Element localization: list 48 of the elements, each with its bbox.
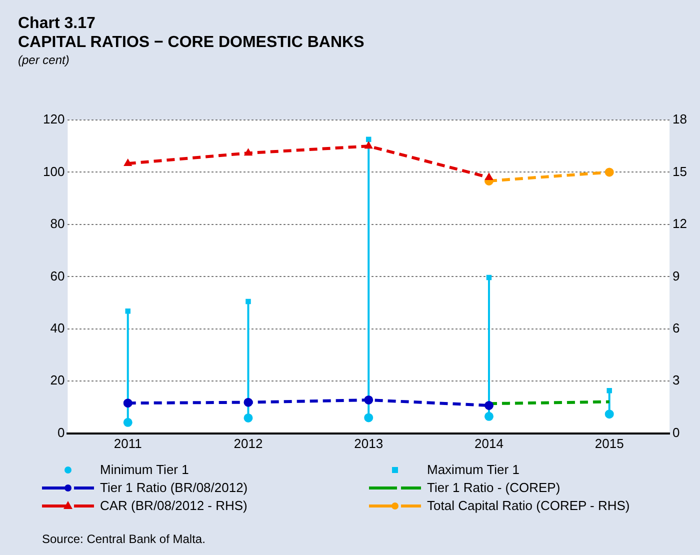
point xyxy=(485,172,493,180)
point xyxy=(364,142,373,149)
y-tick-label: 120 xyxy=(42,112,65,127)
x-tick-label: 2012 xyxy=(234,436,263,451)
y2-tick-label: 9 xyxy=(672,268,680,284)
y-tick-label: 100 xyxy=(42,164,65,179)
x-tick-label: 2013 xyxy=(354,436,384,451)
y2-tick-label: 12 xyxy=(672,216,688,232)
chart-title: Chart 3.17 xyxy=(18,14,96,33)
chart-subtitle: CAPITAL RATIOS − CORE DOMESTIC BANKS xyxy=(18,33,364,52)
y2-tick-label: 18 xyxy=(672,112,688,127)
legend-label: Total Capital Ratio (COREP - RHS) xyxy=(427,498,630,513)
point xyxy=(244,398,253,407)
point xyxy=(124,159,132,166)
y2-tick-label: 0 xyxy=(672,424,680,440)
x-tick-label: 2015 xyxy=(594,436,624,451)
y-tick-label: 60 xyxy=(50,268,65,284)
point xyxy=(364,395,374,404)
point xyxy=(123,398,132,408)
point xyxy=(484,412,494,421)
point xyxy=(366,136,372,142)
legend-label: CAR (BR/08/2012 - RHS) xyxy=(100,498,248,513)
y-tick-label: 40 xyxy=(50,320,65,336)
legend-label: Tier 1 Ratio (BR/08/2012) xyxy=(100,480,248,495)
y-tick-label: 0 xyxy=(57,424,65,440)
point xyxy=(244,413,253,422)
y-axis-title: (per cent) xyxy=(18,53,70,67)
source-note: Source: Central Bank of Malta. xyxy=(42,532,206,546)
point xyxy=(486,274,492,280)
y2-tick-label: 15 xyxy=(672,164,688,179)
x-tick-label: 2011 xyxy=(114,436,142,451)
y2-tick-label: 6 xyxy=(672,320,680,336)
point xyxy=(123,418,132,427)
point xyxy=(604,410,614,419)
point xyxy=(244,148,252,156)
legend-label: Minimum Tier 1 xyxy=(100,462,189,477)
point xyxy=(604,168,614,177)
point xyxy=(246,298,251,304)
point xyxy=(484,400,494,410)
legend-label: Tier 1 Ratio - (COREP) xyxy=(427,480,560,495)
legend-label: Maximum Tier 1 xyxy=(427,462,520,477)
y-tick-label: 80 xyxy=(50,216,65,232)
y2-tick-label: 3 xyxy=(672,372,680,388)
point xyxy=(364,413,374,422)
x-tick-label: 2014 xyxy=(474,436,504,451)
point xyxy=(125,308,130,314)
y-tick-label: 20 xyxy=(50,372,65,388)
point xyxy=(606,388,612,394)
